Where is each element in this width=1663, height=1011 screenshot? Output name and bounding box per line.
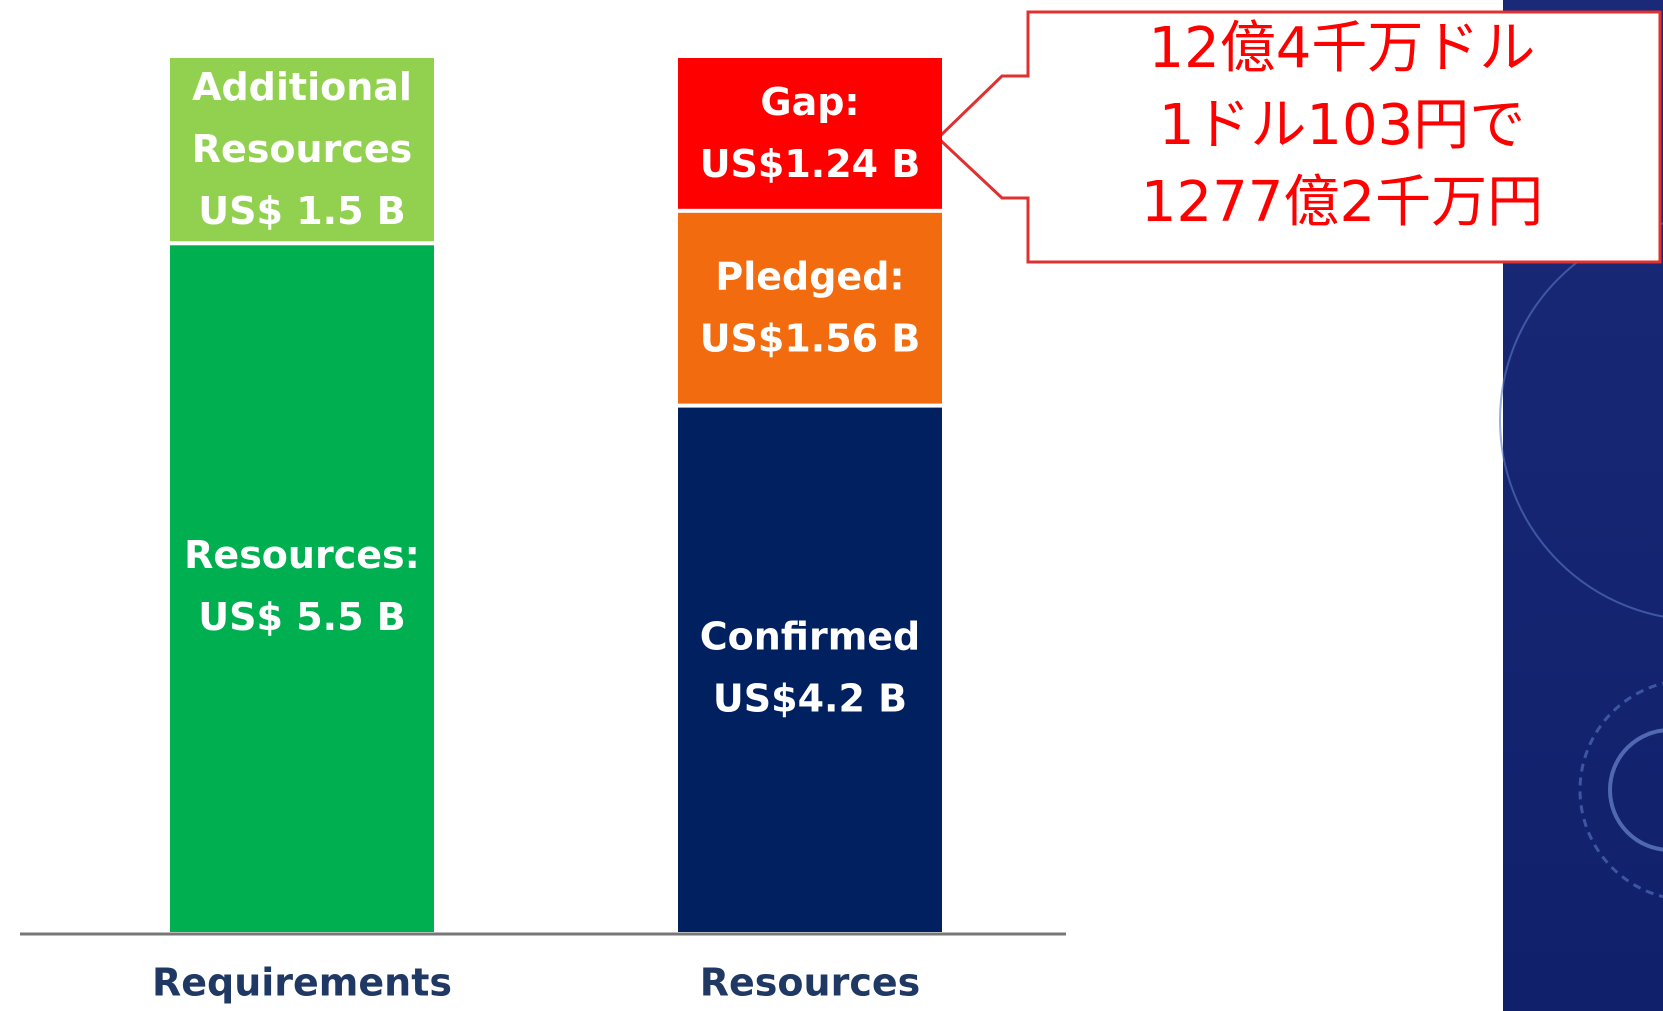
segment-label: Additional (192, 65, 412, 109)
x-tick-label: Resources (700, 961, 920, 1005)
annotation-text: 1277億2千万円 (1141, 170, 1543, 235)
decoration (1608, 728, 1663, 852)
annotation-text: 1ドル103円で (1159, 93, 1526, 158)
segment-label: Resources: (184, 533, 420, 577)
callout (935, 10, 1662, 264)
segment-label: Gap: (760, 80, 859, 124)
bar-segment (170, 58, 434, 242)
segment-label: US$ 5.5 B (198, 595, 405, 639)
segment-label: Confirmed (700, 614, 921, 658)
bar-segment (678, 58, 942, 209)
decoration (1499, 222, 1663, 618)
bar-segment (678, 407, 942, 933)
segment-label: Pledged: (715, 255, 904, 299)
segment-label: US$ 1.5 B (198, 189, 405, 233)
annotation-text: 12億4千万ドル (1149, 16, 1536, 81)
annotation: 12億4千万ドル 1ドル103円で 1277億2千万円 (1141, 16, 1543, 235)
bar-segment (170, 245, 434, 933)
x-tick-label: Requirements (152, 961, 452, 1005)
segment-label: US$1.56 B (700, 317, 921, 361)
segment-label: US$1.24 B (700, 142, 921, 186)
segment-label: Resources (192, 127, 412, 171)
bar-segment (678, 212, 942, 404)
segment-label: US$4.2 B (713, 676, 907, 720)
